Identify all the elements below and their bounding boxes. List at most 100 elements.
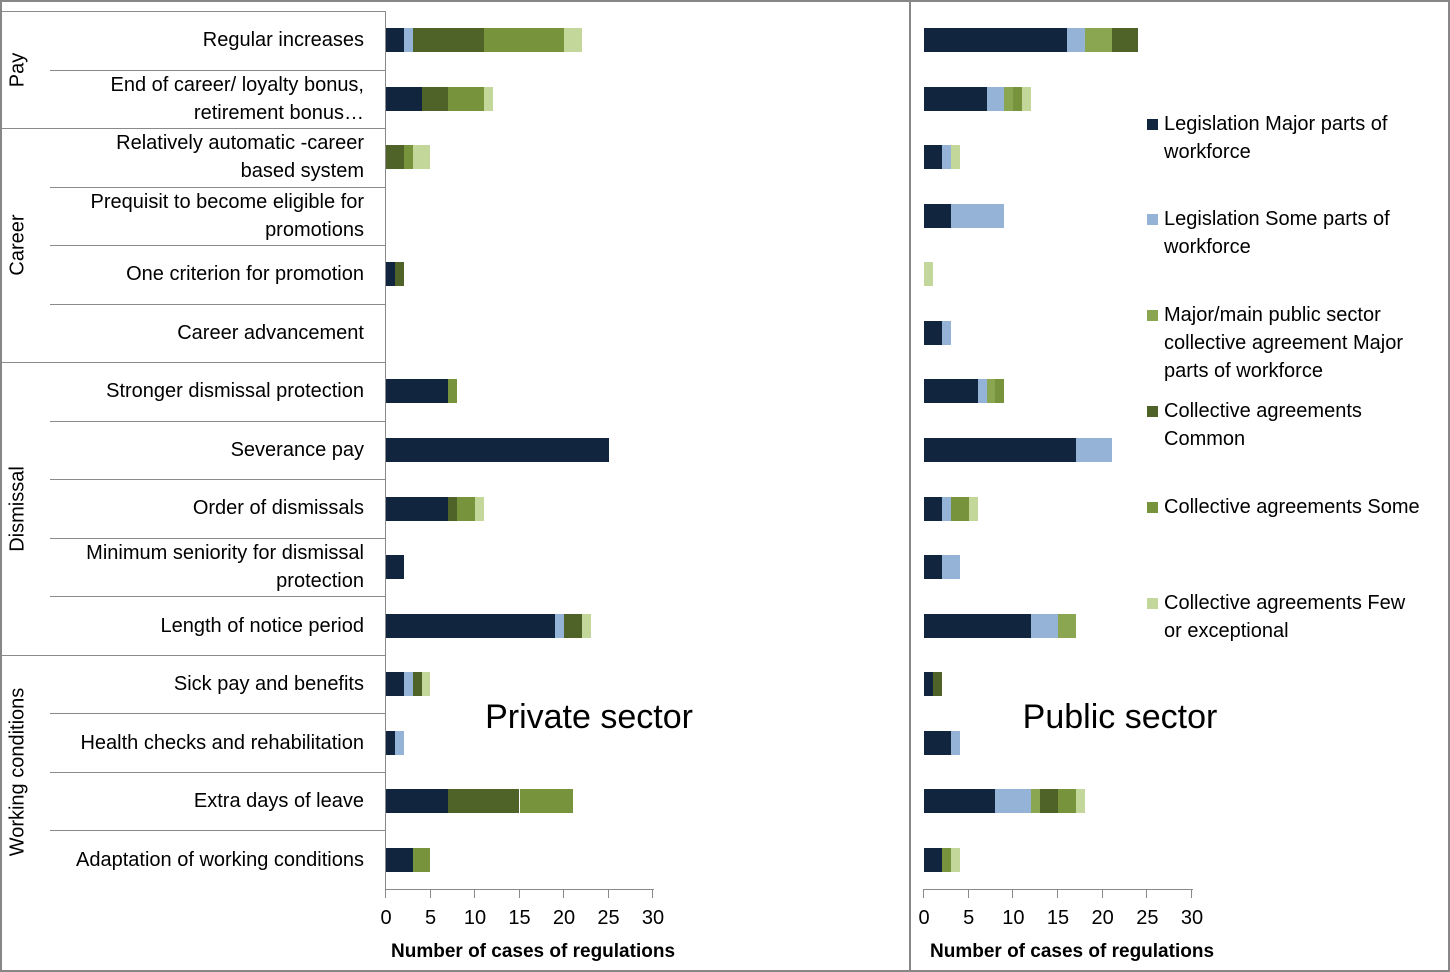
public-bar-segment [924, 437, 1076, 462]
public-bar-segment [941, 145, 951, 170]
row-divider [50, 479, 386, 481]
public-bar-segment [924, 730, 951, 755]
row-label: Length of notice period [160, 614, 365, 637]
legend-label: Collective agreements Common [1164, 400, 1362, 450]
public-bar-segment [924, 672, 933, 697]
group-divider [2, 128, 386, 130]
private-x-tick-label: 0 [380, 906, 392, 929]
public-x-tick [1191, 888, 1192, 898]
public-bar-segment [1013, 86, 1023, 111]
table-top-border [2, 11, 386, 12]
private-bar-segment [448, 496, 458, 521]
private-bar-segment [403, 28, 413, 53]
private-x-tick-label: 30 [641, 906, 665, 929]
public-x-tick [923, 888, 924, 898]
row-label: Sick pay and benefits [173, 673, 364, 696]
public-bar-segment [950, 145, 960, 170]
row-divider [50, 186, 386, 188]
row-divider [50, 303, 386, 305]
private-bar-segment [386, 730, 395, 755]
public-bar-segment [1031, 789, 1041, 814]
public-bar-segment [1022, 86, 1032, 111]
public-x-tick [1146, 888, 1148, 898]
public-x-tick-label: 15 [1046, 906, 1070, 929]
private-x-tick [607, 888, 609, 898]
legend-label: Major/main public sector collective agre… [1164, 304, 1403, 382]
public-bar-segment [968, 496, 978, 521]
private-x-tick [385, 888, 386, 898]
group-divider [2, 654, 386, 656]
group-divider [2, 362, 386, 364]
public-bar-segment [1058, 789, 1076, 814]
private-chart-title: Private sector [485, 698, 693, 736]
row-label: Career advancement [177, 321, 364, 344]
row-label: One criterion for promotion [126, 263, 364, 286]
private-bar-segment [421, 672, 431, 697]
row-label: Regular increases [202, 29, 364, 52]
public-bar-segment [1004, 86, 1014, 111]
public-bar-segment [941, 496, 951, 521]
row-divider [50, 69, 386, 71]
row-divider [50, 830, 386, 832]
public-x-tick-label: 20 [1091, 906, 1114, 929]
private-bar-segment [448, 86, 484, 111]
private-bar-segment [564, 613, 582, 638]
group-label: Career [6, 214, 29, 276]
private-x-axis-title: Number of cases of regulations [391, 940, 676, 962]
private-bar-segment [386, 672, 404, 697]
public-bar-segment [1040, 789, 1058, 814]
row-divider [50, 713, 386, 715]
public-bar-segment [924, 145, 942, 170]
public-x-tick-label: 10 [1002, 906, 1025, 929]
private-bar-segment [448, 789, 520, 814]
private-bar-segment [386, 789, 449, 814]
legend-swatch [1147, 119, 1158, 130]
private-bar-segment [448, 379, 458, 404]
public-bar-segment [1084, 28, 1112, 53]
private-x-tick-label: 10 [463, 906, 487, 929]
private-bar-segment [403, 145, 413, 170]
row-label: Extra days of leave [193, 790, 364, 813]
public-bar-segment [1031, 613, 1058, 638]
public-x-axis-title: Number of cases of regulations [930, 940, 1215, 962]
public-bar-segment [1075, 789, 1085, 814]
public-bar-segment [1075, 437, 1112, 462]
group-label: Pay [6, 52, 29, 87]
private-bar-segment [403, 672, 413, 697]
public-bar-segment [924, 320, 942, 345]
private-bar-segment [555, 613, 564, 638]
public-x-tick-label: 25 [1136, 906, 1159, 929]
public-bar-segment [1066, 28, 1085, 53]
public-bar-segment [924, 28, 1067, 53]
private-bar-segment [483, 86, 493, 111]
public-x-tick-label: 30 [1180, 906, 1204, 929]
private-x-tick-label: 15 [508, 906, 531, 929]
public-bar-segment [995, 379, 1005, 404]
legend-label: Collective agreements Few or exceptional [1164, 592, 1406, 642]
public-bar-segment [924, 789, 996, 814]
row-label: Prequisit to become eligible for promoti… [90, 190, 364, 241]
legend-swatch [1147, 502, 1158, 513]
public-bar-segment [924, 496, 942, 521]
private-x-tick [474, 888, 475, 898]
private-bar-segment [386, 28, 404, 53]
row-label: Minimum seniority for dismissal protecti… [86, 542, 364, 593]
public-x-tick [1101, 888, 1103, 898]
public-bar-segment [924, 379, 978, 404]
private-bar-segment [394, 730, 404, 755]
public-bar-segment [977, 379, 987, 404]
public-bar-segment [1058, 613, 1076, 638]
public-bar-segment [950, 847, 960, 872]
private-bar-segment [386, 145, 404, 170]
public-bar-segment [932, 672, 942, 697]
private-bar-segment [386, 437, 609, 462]
row-divider [50, 245, 386, 247]
public-bar-segment [986, 379, 996, 404]
private-bar-segment [412, 145, 431, 170]
public-x-tick-label: 0 [918, 906, 930, 929]
public-bar-segment [924, 86, 987, 111]
public-bar-segment [941, 847, 951, 872]
public-bar-segment [924, 847, 942, 872]
public-chart-frame [909, 0, 1450, 972]
private-bar-segment [386, 496, 449, 521]
